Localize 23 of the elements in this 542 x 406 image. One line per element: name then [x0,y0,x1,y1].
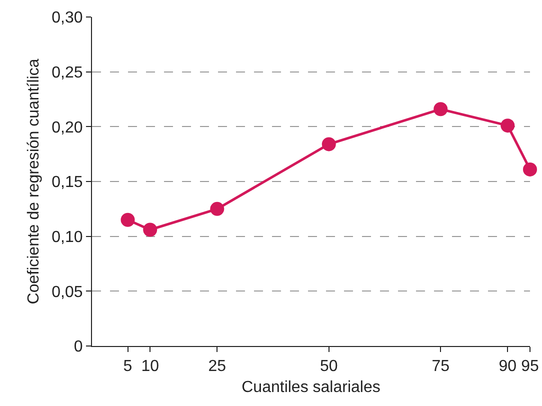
x-tick-label: 25 [208,358,226,376]
x-tick-label: 10 [141,358,160,376]
y-tick-label: 0,10 [52,228,83,246]
y-tick-label: 0,05 [52,284,83,301]
y-tick-label: 0,15 [52,174,83,192]
x-tick-label: 50 [320,358,338,376]
y-tick-label: 0,30 [52,10,83,27]
point [434,102,448,116]
x-tick-label: 95 [521,358,539,376]
x-axis-title: Cuantiles salariales [242,378,380,396]
x-tick-label: 75 [432,358,450,376]
point [322,137,336,152]
point [523,162,537,176]
y-tick-label: 0,20 [52,119,83,136]
y-axis-title: Coeficiente de regresión cuantílica [26,58,43,304]
x-tick-label: 5 [123,358,132,376]
point [210,202,224,216]
y-tick-label: 0 [74,338,83,356]
y-tick-label: 0,25 [52,64,83,82]
point [120,212,135,227]
x-tick-label: 90 [498,358,517,376]
point [143,222,158,237]
point [500,118,515,133]
